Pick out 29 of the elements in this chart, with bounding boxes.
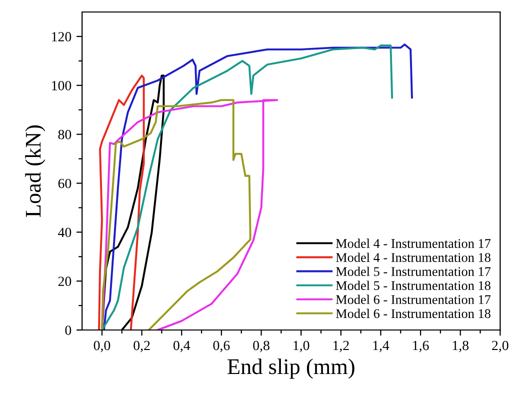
x-tick-label: 1,2	[333, 340, 349, 352]
x-tick-label: 0,6	[213, 340, 230, 352]
y-tick-label: 120	[52, 32, 72, 42]
legend-label: Model 5 - Instrumentation 18	[336, 280, 490, 290]
y-tick-label: 40	[58, 228, 72, 238]
line-series	[101, 99, 278, 330]
y-tick-label: 0	[65, 326, 72, 335]
y-tick-label: 80	[58, 130, 72, 140]
x-tick-label: 1,0	[294, 340, 310, 352]
legend-label: Model 6 - Instrumentation 18	[336, 308, 490, 318]
y-tick-label: 100	[52, 80, 72, 90]
y-axis-title: Load (kN)	[25, 125, 46, 217]
legend-label: Model 6 - Instrumentation 17	[336, 294, 491, 304]
legend-label: Model 4 - Instrumentation 18	[336, 252, 490, 262]
x-tick-label: 1,4	[373, 340, 390, 352]
x-axis-title: End slip (mm)	[228, 358, 354, 379]
x-tick-label: 0,2	[134, 340, 150, 352]
legend-label: Model 5 - Instrumentation 17	[336, 266, 491, 276]
x-tick-label: 0,8	[253, 340, 270, 352]
y-tick-label: 20	[58, 276, 72, 286]
x-tick-label: 1,8	[452, 340, 469, 352]
line-series	[98, 74, 145, 330]
y-tick-label: 60	[58, 178, 72, 188]
x-tick-label: 0,4	[173, 340, 190, 352]
x-tick-label: 2,0	[492, 340, 508, 352]
x-tick-label: 0,0	[94, 340, 110, 352]
x-tick-label: 1,6	[413, 340, 429, 352]
line-series	[101, 99, 252, 330]
legend-label: Model 4 - Instrumentation 17	[336, 238, 491, 248]
